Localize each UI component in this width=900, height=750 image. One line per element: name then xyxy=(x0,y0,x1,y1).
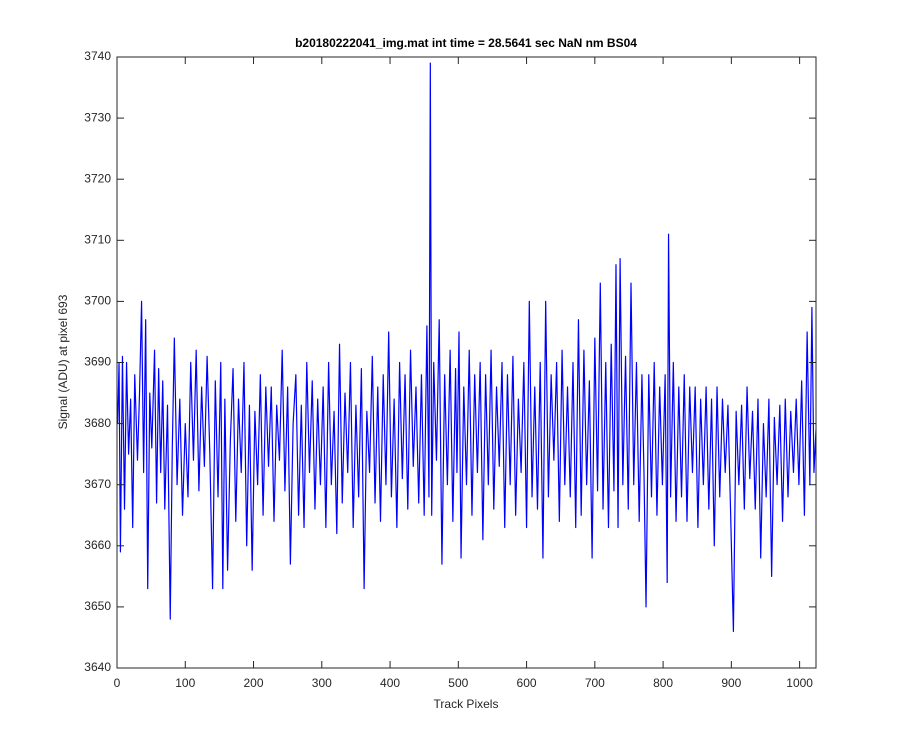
x-tick-label: 0 xyxy=(114,676,121,690)
y-tick-label: 3730 xyxy=(84,110,111,124)
y-tick-label: 3670 xyxy=(84,477,111,491)
x-tick-label: 1000 xyxy=(786,676,813,690)
y-axis-label: Signal (ADU) at pixel 693 xyxy=(56,294,70,429)
data-line xyxy=(117,62,816,632)
plot-area xyxy=(117,62,816,632)
y-tick-label: 3650 xyxy=(84,599,111,613)
y-tick-label: 3680 xyxy=(84,416,111,430)
x-tick-label: 800 xyxy=(653,676,673,690)
x-tick-label: 700 xyxy=(585,676,605,690)
y-tick-label: 3720 xyxy=(84,171,111,185)
x-tick-label: 100 xyxy=(175,676,195,690)
x-tick-label: 300 xyxy=(312,676,332,690)
y-tick-label: 3700 xyxy=(84,294,111,308)
y-tick-label: 3640 xyxy=(84,660,111,674)
x-tick-label: 500 xyxy=(448,676,468,690)
x-tick-label: 900 xyxy=(721,676,741,690)
x-tick-label: 600 xyxy=(517,676,537,690)
y-tick-label: 3740 xyxy=(84,49,111,63)
y-tick-label: 3660 xyxy=(84,538,111,552)
x-tick-label: 400 xyxy=(380,676,400,690)
x-axis-label: Track Pixels xyxy=(434,697,499,711)
chart-title: b20180222041_img.mat int time = 28.5641 … xyxy=(295,36,637,50)
x-tick-label: 200 xyxy=(244,676,264,690)
y-tick-label: 3710 xyxy=(84,232,111,246)
y-tick-label: 3690 xyxy=(84,355,111,369)
